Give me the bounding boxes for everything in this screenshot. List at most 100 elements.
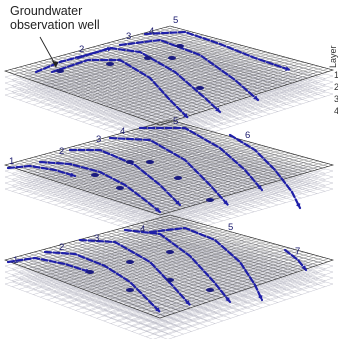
sublayer-gridline — [89, 251, 259, 304]
top-hatchline — [97, 45, 262, 93]
top-hatchline — [97, 234, 262, 285]
sublayer-gridline — [152, 79, 326, 135]
top-gridline — [109, 150, 281, 199]
top-gridline — [141, 254, 314, 312]
well-annotation: Groundwater observation well — [10, 4, 100, 32]
top-hatchline — [48, 58, 211, 109]
flowline-label-2-3: 3 — [96, 134, 101, 145]
top-gridline — [146, 65, 319, 121]
flowline-label-3-5: 5 — [228, 222, 233, 233]
sublayer-gridline — [145, 77, 319, 133]
top-gridline — [155, 163, 329, 214]
top-gridline — [106, 232, 267, 283]
top-layer-outline-3 — [4, 214, 335, 319]
top-gridline — [155, 258, 329, 317]
top-hatchline — [34, 251, 196, 307]
top-hatchline — [87, 142, 252, 189]
observation-well-marker — [166, 278, 174, 282]
sublayer-gridline — [159, 182, 334, 234]
top-gridline — [118, 58, 290, 111]
top-gridline — [102, 138, 262, 186]
top-gridline — [111, 135, 272, 183]
sublayer-gridline — [124, 144, 286, 191]
flowline-3-5 — [148, 226, 264, 302]
flowline-label-1-3: 4 — [149, 26, 154, 37]
top-gridline — [150, 125, 313, 172]
top-hatchline — [9, 69, 171, 122]
top-gridline — [155, 218, 318, 266]
top-gridline — [146, 255, 319, 314]
observation-well-marker — [206, 198, 214, 202]
sublayer-gridline — [152, 174, 326, 225]
top-hatchline — [131, 36, 298, 82]
top-hatchline — [121, 39, 288, 85]
flow-arrowhead — [215, 107, 220, 112]
top-hatchline — [24, 159, 186, 208]
flowline-label-3-2: 2 — [59, 242, 64, 253]
top-hatchline — [4, 164, 166, 214]
top-hatchline — [116, 40, 283, 87]
flow-arrowhead — [155, 307, 160, 312]
sublayer-gridline — [139, 240, 302, 289]
top-gridline — [92, 141, 252, 189]
sublayer-gridline — [109, 148, 271, 196]
sublayer-gridline — [162, 133, 326, 180]
top-gridline — [132, 62, 305, 116]
observation-well-marker — [126, 260, 134, 264]
top-hatchline — [82, 143, 247, 191]
observation-well-marker — [106, 62, 114, 66]
top-gridline — [155, 123, 318, 170]
top-gridline — [160, 217, 323, 264]
sublayer-gridline — [110, 251, 282, 306]
top-gridline — [116, 134, 278, 182]
flow-arrowhead — [223, 200, 228, 205]
sublayer-gridline — [139, 51, 302, 99]
top-hatchline — [121, 228, 288, 276]
observation-well-marker — [146, 160, 154, 164]
sublayer-gridline — [162, 127, 326, 174]
top-gridline — [141, 159, 314, 210]
sublayer-gridline — [138, 271, 311, 329]
observation-well-marker — [168, 56, 176, 60]
sublayer-gridline — [145, 267, 319, 325]
top-hatchline — [111, 41, 278, 88]
sublayer-gridline — [124, 255, 297, 312]
flowline-2-6 — [228, 133, 302, 210]
sublayer-gridline — [82, 148, 252, 197]
top-hatchline — [140, 33, 308, 79]
top-hatchline — [24, 65, 186, 118]
annotation-line-2: observation well — [10, 18, 100, 32]
annotation-leader-line — [39, 36, 57, 67]
top-hatchline — [135, 129, 303, 174]
sublayer-gridline — [103, 249, 274, 304]
top-gridline — [123, 249, 295, 305]
top-hatchline — [126, 131, 293, 177]
flowline-label-1-4: 5 — [173, 15, 178, 26]
flow-arrowhead — [285, 66, 290, 71]
top-hatchline — [9, 163, 171, 213]
flow-arrowhead — [225, 297, 230, 302]
top-hatchline — [38, 250, 201, 305]
observation-well-marker — [56, 69, 64, 73]
top-gridline — [137, 158, 310, 208]
top-hatchline — [63, 54, 227, 105]
sublayer-gridline — [117, 63, 289, 117]
top-gridline — [140, 33, 303, 80]
top-hatchline — [43, 60, 206, 111]
sublayer-gridline — [169, 131, 334, 178]
flowline-label-3-4: 4 — [140, 224, 145, 235]
sublayer-gridline — [159, 271, 334, 331]
top-gridline — [100, 53, 271, 105]
top-layer-outline-1 — [3, 25, 335, 126]
flowline-3-3 — [78, 238, 192, 307]
sublayer-gridline — [124, 65, 297, 119]
top-hatchline — [116, 229, 283, 278]
top-gridline — [160, 28, 323, 74]
top-hatchline — [155, 123, 323, 169]
sublayer-gridline — [124, 44, 286, 92]
top-gridline — [91, 50, 262, 102]
flowline-label-3-1: 1 — [13, 255, 18, 266]
observation-well-marker — [166, 250, 174, 254]
top-hatchline — [14, 68, 176, 121]
flowline-2-5 — [138, 126, 264, 192]
